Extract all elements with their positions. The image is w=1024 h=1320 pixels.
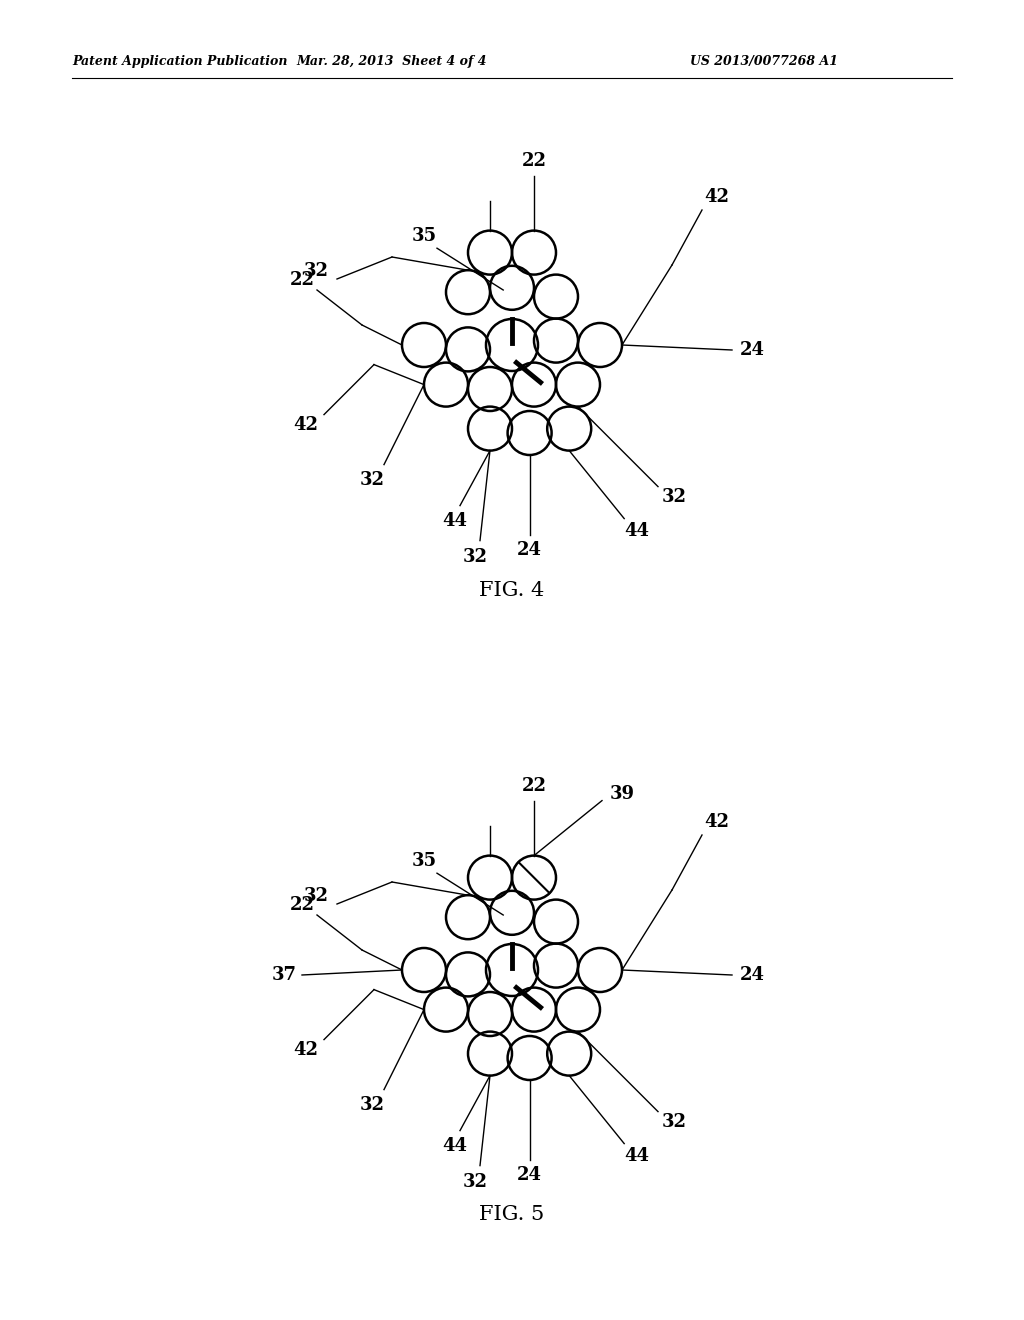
Text: 44: 44	[442, 1137, 468, 1155]
Text: 32: 32	[662, 1113, 686, 1131]
Text: 32: 32	[303, 261, 329, 280]
Text: US 2013/0077268 A1: US 2013/0077268 A1	[690, 55, 838, 69]
Text: 35: 35	[412, 227, 436, 246]
Text: 35: 35	[412, 853, 436, 870]
Text: 42: 42	[705, 187, 729, 206]
Text: 39: 39	[609, 784, 635, 803]
Text: 24: 24	[739, 341, 765, 359]
Text: 22: 22	[521, 152, 547, 169]
Text: FIG. 4: FIG. 4	[479, 581, 545, 599]
Text: 32: 32	[359, 471, 384, 488]
Text: FIG. 5: FIG. 5	[479, 1205, 545, 1225]
Text: 22: 22	[521, 776, 547, 795]
Text: Patent Application Publication: Patent Application Publication	[72, 55, 288, 69]
Text: 32: 32	[662, 487, 686, 506]
Text: 24: 24	[517, 1166, 542, 1184]
Text: 32: 32	[359, 1096, 384, 1114]
Text: 42: 42	[705, 813, 729, 832]
Text: 32: 32	[463, 1172, 487, 1191]
Text: 44: 44	[442, 512, 468, 529]
Text: 22: 22	[290, 271, 314, 289]
Text: 42: 42	[294, 416, 318, 433]
Text: 24: 24	[739, 966, 765, 983]
Text: 42: 42	[294, 1040, 318, 1059]
Text: 44: 44	[625, 521, 649, 540]
Text: 32: 32	[463, 548, 487, 565]
Text: 22: 22	[290, 896, 314, 913]
Text: 37: 37	[271, 966, 297, 983]
Text: 32: 32	[303, 887, 329, 906]
Text: Mar. 28, 2013  Sheet 4 of 4: Mar. 28, 2013 Sheet 4 of 4	[297, 55, 487, 69]
Text: 44: 44	[625, 1147, 649, 1164]
Text: 24: 24	[517, 541, 542, 558]
